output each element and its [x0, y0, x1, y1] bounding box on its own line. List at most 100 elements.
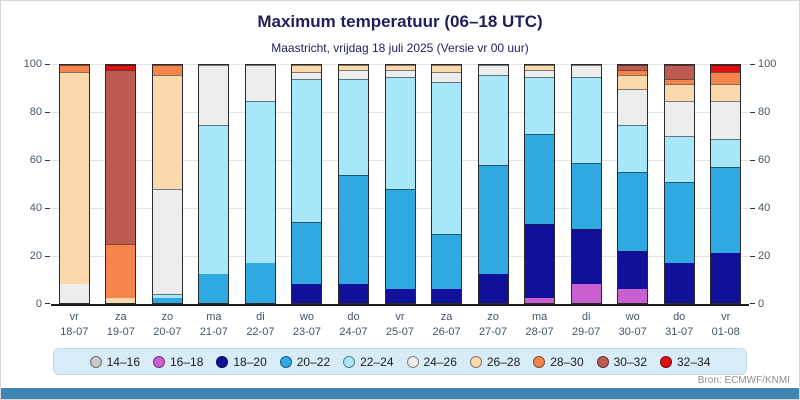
bar-segment-20–22 — [711, 167, 741, 254]
bar-segment-24–26 — [152, 188, 182, 294]
bar-segment-24–26 — [478, 65, 508, 75]
bar-segment-26–28 — [152, 74, 182, 189]
x-tick-label: zo 27-07 — [470, 310, 517, 340]
x-tick-label: vr 25-07 — [377, 310, 424, 340]
bar-segment-22–24 — [525, 76, 555, 135]
y-tick-label: 60 — [29, 154, 42, 166]
bar-segment-18–20 — [711, 253, 741, 303]
bar-segment-24–26 — [432, 72, 462, 82]
bar-segment-32–34 — [106, 65, 136, 70]
legend-label: 32–34 — [677, 354, 711, 369]
x-tick-label: di 22-07 — [237, 310, 284, 340]
x-label-date: 29-07 — [572, 326, 601, 338]
bar-segment-28–30 — [106, 243, 136, 299]
bar-segment-20–22 — [478, 164, 508, 275]
bar-segment-28–30 — [664, 79, 694, 85]
bar-segment-18–20 — [385, 288, 415, 303]
x-tick-label: za 19-07 — [98, 310, 145, 340]
bar-segment-26–28 — [664, 84, 694, 101]
bar-segment-24–26 — [59, 283, 89, 303]
x-label-day: di — [581, 311, 591, 323]
tick-left — [45, 303, 50, 304]
bar-segment-24–26 — [525, 69, 555, 77]
bar-segment-26–28 — [292, 65, 322, 73]
bar-segment-24–26 — [338, 69, 368, 80]
tick-right — [750, 303, 755, 304]
legend-item: 30–32 — [596, 355, 647, 369]
x-labels: vr 18-07 za 19-07 zo 20-07 ma 21-07 di 22-07 wo 23-… — [51, 310, 749, 346]
x-label-day: vr — [69, 311, 79, 323]
legend-swatch — [89, 355, 102, 368]
bar-segment-18–20 — [338, 283, 368, 303]
bar-segment-22–24 — [385, 76, 415, 189]
bar-22-07 — [244, 64, 276, 304]
legend-item: 20–22 — [279, 355, 330, 369]
plot-area — [45, 64, 755, 306]
bar-segment-20–22 — [292, 222, 322, 284]
bar-segment-22–24 — [618, 124, 648, 173]
bar-01-08 — [710, 64, 742, 304]
tick-left — [45, 160, 50, 161]
bar-segment-16–18 — [571, 283, 601, 303]
bar-segment-28–30 — [59, 65, 89, 73]
bar-segment-22–24 — [199, 124, 229, 275]
tick-right — [750, 256, 755, 257]
bar-segment-18–20 — [478, 274, 508, 303]
bar-segment-18–20 — [432, 288, 462, 303]
bar-18-07 — [58, 64, 90, 304]
bar-segment-20–22 — [385, 188, 415, 289]
x-label-day: do — [347, 311, 360, 323]
x-label-day: wo — [625, 311, 640, 323]
bar-segment-18–20 — [292, 283, 322, 303]
bar-segment-30–32 — [664, 65, 694, 80]
y-axis-left: 0 20 40 60 80 100 — [5, 58, 51, 310]
page-title: Maximum temperatuur (06–18 UTC) — [257, 12, 543, 31]
page-subtitle: Maastricht, vrijdag 18 juli 2025 (Versie… — [271, 41, 529, 55]
bar-23-07 — [291, 64, 323, 304]
bar-segment-18–20 — [664, 262, 694, 303]
bar-segment-30–32 — [106, 69, 136, 244]
x-label-date: 26-07 — [432, 326, 461, 338]
bar-segment-20–22 — [571, 162, 601, 230]
y-tick-label: 60 — [758, 154, 771, 166]
bar-segment-26–28 — [106, 298, 136, 303]
bar-segment-24–26 — [199, 65, 229, 125]
x-label-day: ma — [531, 311, 548, 323]
bar-segment-20–22 — [152, 298, 182, 303]
x-label-day: zo — [161, 311, 174, 323]
x-tick-label: zo 20-07 — [144, 310, 191, 340]
tick-right — [750, 112, 755, 113]
bar-segment-22–24 — [711, 138, 741, 168]
bar-segment-24–26 — [385, 69, 415, 77]
bar-segment-28–30 — [618, 69, 648, 75]
legend-label: 18–20 — [233, 354, 267, 369]
x-label-day: za — [114, 311, 127, 323]
legend-item: 26–28 — [469, 354, 521, 369]
bar-segment-22–24 — [664, 136, 694, 182]
bar-segment-16–18 — [525, 298, 555, 303]
x-label-date: 27-07 — [478, 326, 508, 338]
bar-25-07 — [384, 64, 416, 304]
x-tick-label: ma 28-07 — [516, 310, 563, 340]
tick-right — [750, 160, 755, 161]
bar-24-07 — [337, 64, 369, 304]
y-tick-label: 80 — [758, 106, 771, 118]
bar-segment-20–22 — [664, 181, 694, 263]
x-tick-label: wo 23-07 — [284, 310, 331, 340]
legend-label: 26–28 — [486, 354, 521, 369]
x-tick-label: vr 01-08 — [702, 310, 749, 340]
bar-segment-26–28 — [618, 74, 648, 89]
x-label-day: vr — [395, 311, 405, 323]
bar-segment-26–28 — [711, 84, 741, 101]
tick-left — [45, 256, 50, 257]
tick-right — [750, 208, 755, 209]
bar-segment-28–30 — [152, 65, 182, 75]
bar-29-07 — [570, 64, 602, 304]
legend-item: 16–18 — [153, 355, 203, 369]
x-label-day: za — [440, 311, 453, 323]
x-label-day: zo — [487, 311, 499, 323]
x-label-date: 23-07 — [292, 326, 321, 338]
bar-segment-20–22 — [618, 172, 648, 251]
legend-swatch — [469, 355, 482, 368]
bar-31-07 — [663, 64, 695, 304]
